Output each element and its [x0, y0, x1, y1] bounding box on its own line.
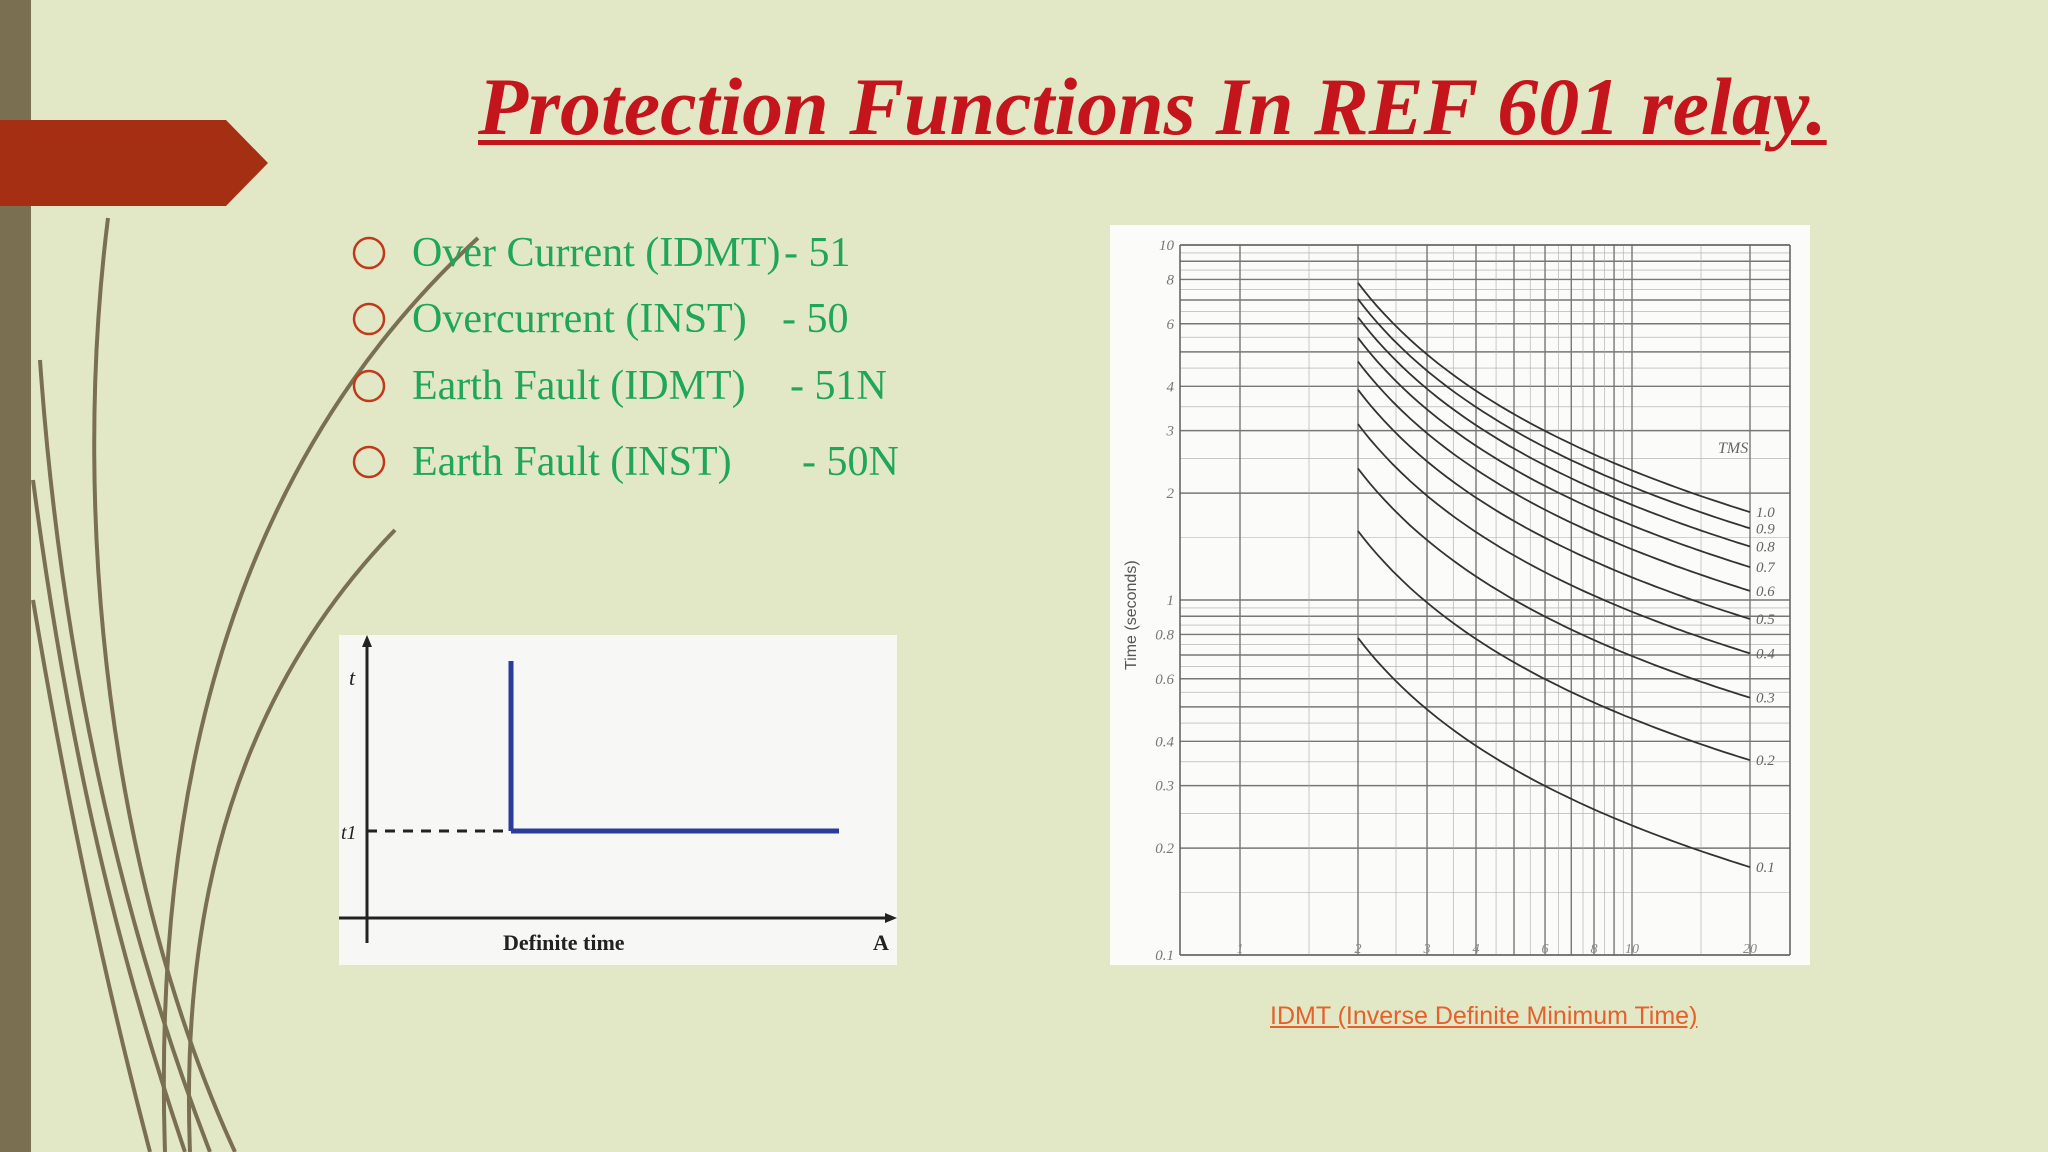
dt-y-label: t [349, 665, 356, 690]
bullet-label: Overcurrent (INST) [412, 296, 747, 342]
y-tick-label: 0.8 [1155, 627, 1174, 643]
y-tick-label: 0.1 [1155, 948, 1174, 964]
bullet-earth-fault-inst: Earth Fault (INST) - 50N [352, 439, 972, 485]
tms-curve [1357, 389, 1751, 620]
dt-y-axis-arrow [362, 635, 372, 647]
bullet-label: Earth Fault (INST) [412, 439, 732, 485]
y-tick-label: 1 [1167, 593, 1175, 609]
idmt-legend-title: TMS [1718, 440, 1748, 457]
definite-time-chart: t t1 Definite time A [339, 635, 897, 965]
idmt-labels: 1.00.9 0.8 0.7 0.6 0.5 0.4 0.3 0.2 0.1 10 8 6 4 3 2 1 0.… [1155, 238, 1776, 964]
ansi-code: - 50N [802, 439, 899, 485]
y-tick-label: 0.6 [1155, 672, 1174, 688]
decorative-curves [31, 217, 480, 1152]
tms-curve [1357, 361, 1751, 592]
bullet-overcurrent-inst: Overcurrent (INST) - 50 [352, 296, 972, 342]
tms-curve [1357, 423, 1751, 655]
dt-x-caption: Definite time [503, 930, 625, 955]
slide-title: Protection Functions In REF 601 relay. [478, 61, 1827, 152]
circle-bullet-icon [352, 302, 386, 336]
bullet-earth-fault-idmt: Earth Fault (IDMT) - 51N [352, 363, 972, 409]
y-tick-label: 0.3 [1155, 779, 1174, 795]
y-tick-label: 4 [1167, 379, 1175, 395]
ansi-code: - 50 [782, 296, 849, 342]
ansi-code: - 51N [790, 363, 887, 409]
tms-curve [1357, 637, 1751, 868]
x-tick-label: 20 [1743, 942, 1757, 957]
circle-bullet-icon [352, 445, 386, 479]
tms-curve [1357, 467, 1751, 699]
y-tick-label: 6 [1167, 317, 1175, 333]
dt-x-end-label: A [873, 930, 889, 955]
tms-curve [1357, 530, 1751, 762]
bullet-label: Earth Fault (IDMT) [412, 363, 746, 409]
y-tick-label: 2 [1167, 486, 1175, 502]
y-tick-label: 10 [1159, 238, 1175, 254]
y-tick-label: 3 [1166, 424, 1175, 440]
bullet-overcurrent-idmt: Over Current (IDMT) - 51 [352, 230, 972, 276]
x-tick-label: 4 [1473, 942, 1480, 957]
ansi-code: - 51 [784, 230, 851, 276]
idmt-caption-link[interactable]: IDMT (Inverse Definite Minimum Time) [1270, 1002, 1698, 1030]
idmt-y-axis-title: Time (seconds) [1123, 560, 1140, 670]
tms-label: 0.5 [1756, 612, 1775, 628]
x-tick-label: 8 [1591, 942, 1598, 957]
tms-label: 1.0 [1756, 505, 1775, 521]
x-tick-label: 1 [1237, 942, 1244, 957]
tms-curve [1357, 337, 1751, 568]
x-tick-label: 3 [1423, 942, 1431, 957]
arrow-tab-shape [0, 120, 268, 206]
tms-label: 0.8 [1756, 539, 1775, 555]
dt-t1-label: t1 [341, 822, 357, 844]
x-tick-label: 2 [1355, 942, 1362, 957]
tms-curve [1357, 298, 1751, 530]
y-tick-label: 0.2 [1155, 841, 1174, 857]
tms-label: 0.7 [1756, 560, 1776, 576]
bullet-label: Over Current (IDMT) [412, 230, 781, 276]
idmt-curves [1357, 282, 1751, 868]
tms-label: 0.3 [1756, 691, 1775, 707]
circle-bullet-icon [352, 236, 386, 270]
circle-bullet-icon [352, 369, 386, 403]
y-tick-label: 8 [1167, 272, 1175, 288]
tms-curve [1357, 282, 1751, 513]
y-tick-label: 0.4 [1155, 734, 1174, 750]
tms-label: 0.9 [1756, 521, 1775, 537]
tms-curve [1357, 316, 1751, 548]
tms-label: 0.6 [1756, 584, 1775, 600]
tms-label: 0.1 [1756, 860, 1775, 876]
idmt-curve-chart: 1.00.9 0.8 0.7 0.6 0.5 0.4 0.3 0.2 0.1 10 8 6 4 3 2 1 0.… [1110, 225, 1810, 965]
tms-label: 0.4 [1756, 646, 1775, 662]
x-tick-label: 10 [1625, 942, 1639, 957]
x-tick-label: 6 [1542, 942, 1549, 957]
idmt-grid [1179, 244, 1791, 956]
protection-function-list: Over Current (IDMT) - 51 Overcurrent (IN… [352, 0, 972, 520]
dt-x-axis-arrow [885, 913, 897, 923]
tms-label: 0.2 [1756, 753, 1775, 769]
